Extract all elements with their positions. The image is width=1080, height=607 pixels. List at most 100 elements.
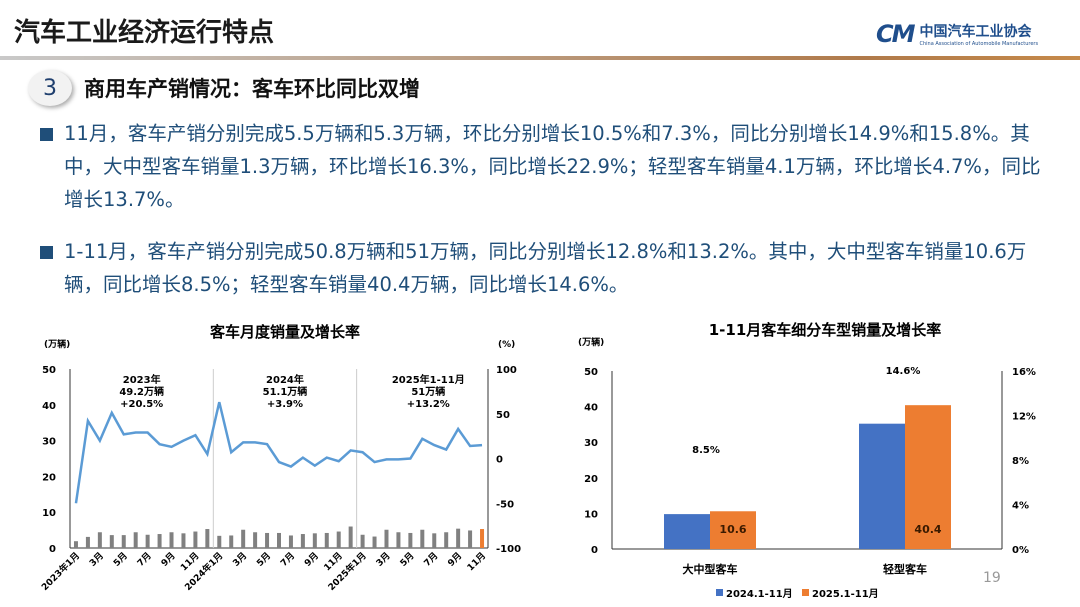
y2-tick-label: 0 (496, 455, 503, 466)
monthly-sales-chart: 客车月度销量及增长率 (万辆) (%) 0 10 20 30 40 50 -100 -50 0 50 10… (39, 323, 521, 593)
sales-bar (193, 531, 198, 548)
x-tick-label: 9月 (159, 550, 178, 569)
x-tick-label: 9月 (302, 550, 321, 569)
bullet-paragraph: 1-11月，客车产销分别完成50.8万辆和51万辆，同比分别增长12.8%和13… (40, 235, 1050, 301)
y2-tick-label: 100 (496, 365, 517, 376)
x-tick-label: 3月 (231, 550, 250, 569)
sales-bar (336, 531, 341, 548)
y-axis-label: (万辆) (44, 338, 70, 350)
sales-bar (205, 529, 210, 548)
sales-bar (384, 529, 389, 548)
bar-value-label: 40.4 (914, 523, 941, 536)
sales-bar (288, 535, 293, 548)
segment-sales-chart: 1-11月客车细分车型销量及增长率 (万辆) 0 10 20 30 40 50 0% 4% 8% 12… (578, 321, 1036, 600)
y-tick-label: 30 (42, 437, 56, 448)
sales-bar (181, 533, 186, 548)
bar-2024 (859, 423, 905, 549)
sales-bar (157, 534, 162, 548)
bar-value-label: 10.6 (719, 523, 746, 536)
sales-bar (300, 534, 305, 548)
y-axis-label: (万辆) (578, 336, 604, 348)
y-tick-label: 40 (42, 401, 56, 412)
sales-bar (408, 532, 413, 548)
sales-bar (217, 535, 222, 548)
annotation-year: 2023年 (123, 373, 161, 386)
logo-cn: 中国汽车工业协会 (919, 24, 1032, 40)
sales-bar (420, 529, 425, 548)
annotation-year: 2025年1-11月 (392, 373, 465, 386)
sales-bar (312, 533, 317, 548)
annotation-total: 49.2万辆 (119, 385, 164, 398)
annotation-growth: +3.9% (267, 399, 303, 410)
sales-bar (265, 532, 270, 548)
y-tick-label: 50 (42, 365, 56, 376)
page-title: 汽车工业经济运行特点 (14, 18, 275, 48)
sales-bar (253, 532, 258, 548)
sales-bar (432, 533, 437, 548)
growth-label: 8.5% (692, 445, 720, 456)
y-tick-label: 40 (584, 403, 598, 414)
chart-title: 1-11月客车细分车型销量及增长率 (709, 321, 942, 339)
sales-bar (360, 534, 365, 548)
sales-bar (97, 532, 102, 548)
sales-bar (324, 532, 329, 548)
y2-tick-label: 16% (1012, 367, 1036, 378)
sales-bar (468, 530, 473, 548)
sales-bar (145, 534, 150, 548)
y-tick-label: 0 (591, 545, 598, 556)
y-tick-label: 10 (42, 508, 56, 519)
y2-tick-label: 12% (1012, 412, 1036, 423)
section-heading: 3 商用车产销情况：客车环比同比双增 (28, 70, 420, 106)
y2-tick-label: 50 (496, 410, 510, 421)
y2-axis-label: (%) (498, 340, 515, 350)
y-tick-label: 20 (584, 474, 598, 485)
sales-bar (372, 536, 377, 548)
x-tick-label: 5月 (255, 550, 274, 569)
sales-bar (444, 532, 449, 548)
sales-bar (241, 529, 246, 548)
cam-logo-icon: CM (876, 20, 915, 48)
section-number: 3 (28, 70, 72, 106)
growth-line (74, 401, 483, 504)
y2-tick-label: -100 (496, 544, 521, 555)
x-tick-label: 7月 (278, 550, 297, 569)
sales-bar (169, 532, 174, 548)
x-tick-label: 7月 (422, 550, 441, 569)
y2-tick-label: 4% (1012, 501, 1029, 512)
y-tick-label: 30 (584, 438, 598, 449)
sales-bar (480, 529, 485, 548)
bar-2024 (664, 514, 710, 549)
y-tick-label: 0 (49, 544, 56, 555)
legend-swatch (802, 589, 809, 596)
annotation-total: 51.1万辆 (263, 385, 308, 398)
x-tick-label: 3月 (374, 550, 393, 569)
annotation-total: 51万辆 (411, 385, 445, 398)
x-tick-label: 11月 (179, 550, 202, 573)
bullet-paragraph: 11月，客车产销分别完成5.5万辆和5.3万辆，环比分别增长10.5%和7.3%… (40, 117, 1050, 216)
sales-bar (277, 532, 281, 548)
annotation-year: 2024年 (266, 373, 304, 386)
category-label: 大中型客车 (683, 562, 738, 576)
growth-label: 14.6% (886, 366, 921, 377)
sales-bar (85, 536, 90, 548)
section-title: 商用车产销情况：客车环比同比双增 (84, 77, 420, 101)
annotation-growth: +13.2% (407, 399, 450, 410)
logo: CM 中国汽车工业协会 China Association of Automob… (876, 20, 1038, 48)
sales-bar (121, 535, 126, 548)
x-tick-label: 7月 (135, 550, 154, 569)
y2-tick-label: -50 (496, 499, 514, 510)
y-tick-label: 20 (42, 472, 56, 483)
header-divider (0, 56, 1080, 60)
y2-tick-label: 0% (1012, 545, 1029, 556)
y-tick-label: 10 (584, 509, 598, 520)
bar-2025 (905, 405, 951, 549)
logo-en: China Association of Automobile Manufact… (919, 41, 1039, 47)
x-tick-label: 11月 (465, 550, 488, 573)
x-tick-label: 3月 (87, 550, 106, 569)
x-tick-label: 2023年1月 (39, 550, 82, 593)
x-tick-label: 5月 (111, 550, 130, 569)
sales-bar (229, 535, 234, 548)
sales-bar (348, 526, 353, 548)
x-tick-label: 9月 (446, 550, 465, 569)
annotation-growth: +20.5% (120, 399, 163, 410)
